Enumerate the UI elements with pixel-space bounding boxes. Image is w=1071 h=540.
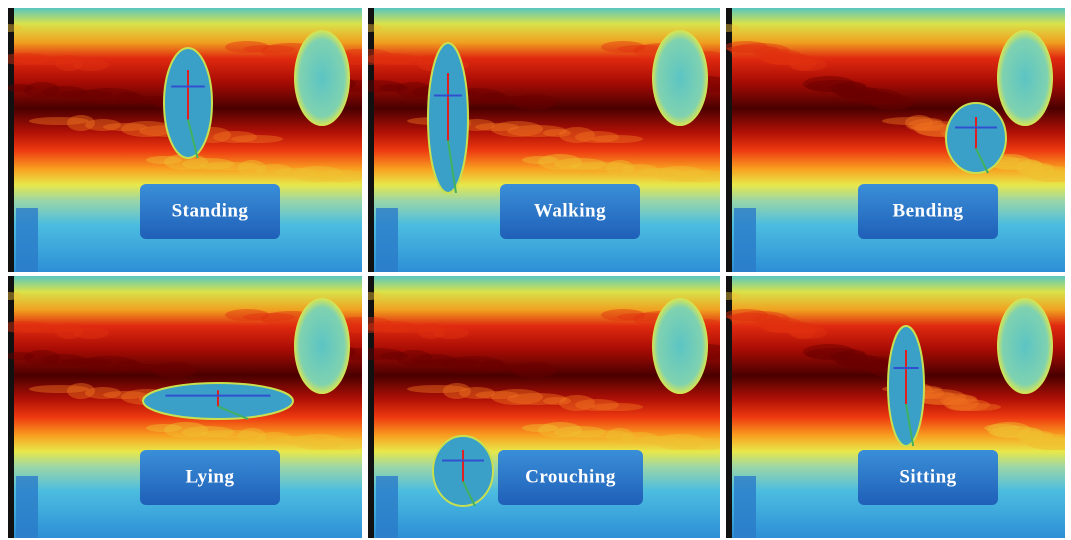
texture: [601, 309, 645, 321]
texture: [6, 84, 34, 92]
texture: [146, 156, 182, 164]
panel-content: Bending: [712, 8, 1071, 272]
texture: [225, 41, 269, 53]
background-object: [997, 298, 1053, 394]
pose-label: Sitting: [899, 466, 956, 487]
texture: [601, 41, 645, 53]
texture: [146, 424, 182, 432]
background-object: [652, 30, 708, 126]
edge: [368, 8, 374, 272]
panel-content: Lying: [0, 276, 382, 538]
background-object: [734, 208, 756, 272]
background-object: [997, 30, 1053, 126]
pose-label: Bending: [892, 200, 963, 221]
texture: [29, 117, 89, 125]
pose-label: Crouching: [525, 466, 616, 487]
background-object: [652, 298, 708, 394]
pose-label: Standing: [172, 200, 249, 221]
texture: [522, 156, 558, 164]
panel-content: Standing: [0, 8, 382, 272]
texture: [882, 117, 942, 125]
texture: [724, 41, 768, 53]
panel-content: Crouching: [344, 276, 732, 538]
background-object: [294, 298, 350, 394]
image-panel: Lying: [0, 276, 382, 538]
edge: [8, 8, 14, 272]
panel-content: Sitting: [712, 276, 1071, 538]
texture: [724, 309, 768, 321]
edge: [8, 276, 14, 538]
background-object: [16, 208, 38, 272]
pose-label: Lying: [186, 466, 235, 487]
texture: [803, 344, 855, 360]
background-object: [376, 476, 398, 538]
background-object: [16, 476, 38, 538]
texture: [29, 385, 89, 393]
background-object: [294, 30, 350, 126]
image-panel: Bending: [712, 8, 1071, 272]
texture: [6, 352, 34, 360]
image-panel: Standing: [0, 8, 382, 272]
image-panel: Crouching: [344, 276, 732, 538]
edge: [368, 276, 374, 538]
image-panel: Walking: [344, 8, 732, 272]
texture: [522, 424, 558, 432]
texture: [803, 76, 855, 92]
background-object: [376, 208, 398, 272]
panel-content: Walking: [344, 8, 732, 272]
image-grid: Standing Walking Bending Lying Crouching Sitt…: [0, 0, 1071, 540]
pose-label: Walking: [534, 200, 606, 221]
image-panel: Sitting: [712, 276, 1071, 538]
texture: [984, 424, 1020, 432]
texture: [407, 385, 467, 393]
background-object: [734, 476, 756, 538]
texture: [225, 309, 269, 321]
